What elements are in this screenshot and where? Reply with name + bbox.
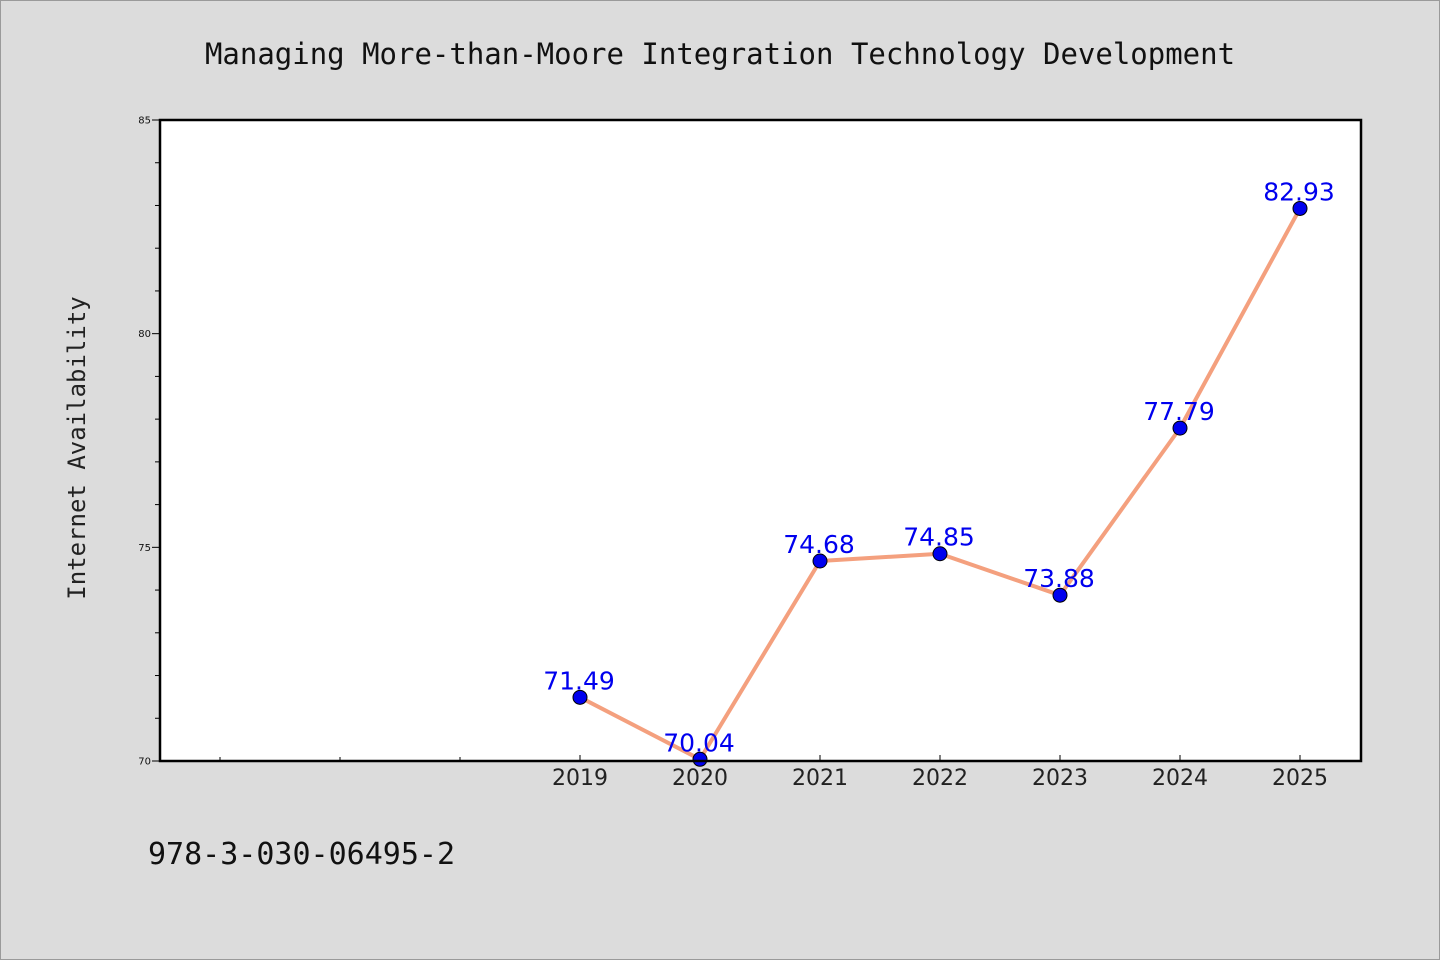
data-point — [1292, 200, 1308, 216]
data-points — [572, 200, 1308, 767]
x-tick-label: 2023 — [1032, 766, 1088, 791]
plot-border — [158, 118, 1363, 763]
data-point — [692, 751, 708, 767]
data-label: 73.88 — [1023, 564, 1095, 593]
y-tick-label: 80 — [138, 329, 151, 340]
x-tick-label: 2025 — [1272, 766, 1328, 791]
chart-title: Managing More-than-Moore Integration Tec… — [205, 37, 1235, 71]
data-label: 70.04 — [663, 728, 735, 757]
x-tick-label: 2020 — [672, 766, 728, 791]
isbn-footer: 978-3-030-06495-2 — [148, 837, 455, 872]
y-tick-label: 75 — [138, 543, 151, 554]
y-axis: 70 75 80 85 — [138, 116, 160, 768]
x-tick-label: 2019 — [552, 766, 608, 791]
x-tick-label: 2022 — [912, 766, 968, 791]
data-point — [1172, 420, 1188, 436]
y-tick-label: 70 — [138, 757, 151, 768]
x-tick-label: 2021 — [792, 766, 848, 791]
data-label: 82.93 — [1263, 177, 1335, 206]
data-labels: 71.49 70.04 74.68 74.85 73.88 77.79 82.93 — [543, 177, 1335, 757]
y-tick-label: 85 — [138, 116, 151, 127]
data-point — [932, 546, 948, 562]
x-tick-label: 2024 — [1152, 766, 1208, 791]
data-label: 71.49 — [543, 666, 615, 695]
data-label: 77.79 — [1143, 397, 1215, 426]
data-point — [572, 689, 588, 705]
x-axis: 2019 2020 2021 2022 2023 2024 2025 — [219, 755, 1328, 791]
data-label: 74.68 — [783, 530, 855, 559]
data-point — [1052, 587, 1068, 603]
y-axis-label: Internet Availability — [63, 296, 91, 599]
data-point — [812, 553, 828, 569]
data-label: 74.85 — [903, 523, 975, 552]
plot-area — [160, 120, 1361, 761]
